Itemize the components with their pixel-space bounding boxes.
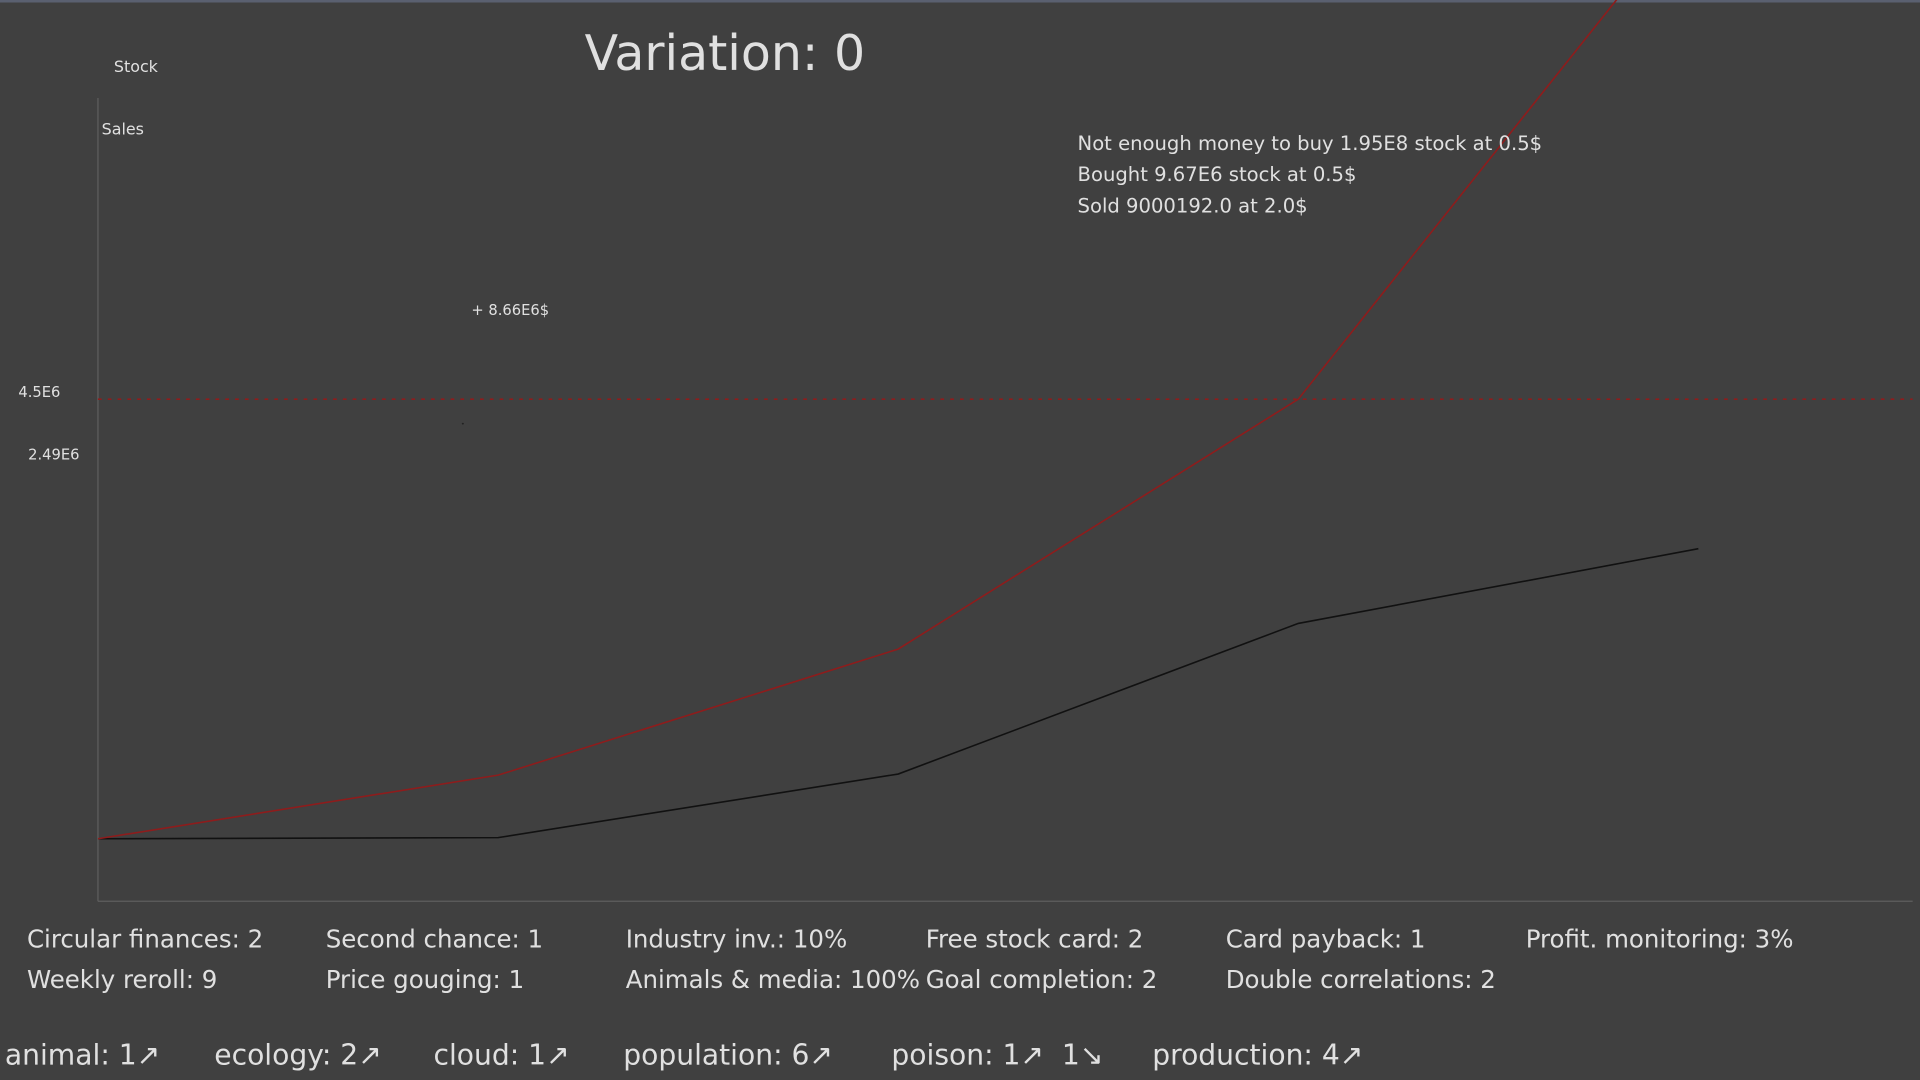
- stock-label: 2.49E6: [28, 447, 79, 464]
- perk: Animals & media: 100%: [626, 965, 920, 994]
- plot-area: [97, 0, 1699, 840]
- tag: population: 6↗: [623, 1039, 833, 1072]
- reference-label: 4.5E6: [18, 384, 60, 401]
- perk: Price gouging: 1: [326, 965, 524, 994]
- series-label: Sales: [102, 119, 144, 138]
- perk: Free stock card: 2: [926, 924, 1144, 953]
- log-message: Bought 9.67E6 stock at 0.5$: [1078, 163, 1357, 186]
- log-message: Not enough money to buy 1.95E8 stock at …: [1078, 132, 1543, 155]
- perk: Circular finances: 2: [27, 924, 263, 953]
- tag: poison: 1↗ 1↘: [891, 1039, 1103, 1072]
- perk: Profit. monitoring: 3%: [1526, 924, 1794, 953]
- dot: [461, 422, 464, 425]
- log-message: Sold 9000192.0 at 2.0$: [1078, 194, 1308, 217]
- tag: cloud: 1↗: [433, 1039, 569, 1072]
- perk: Double correlations: 2: [1226, 965, 1496, 994]
- perk: Card payback: 1: [1226, 924, 1426, 953]
- perk: Second chance: 1: [326, 924, 543, 953]
- series-line: [97, 547, 1699, 840]
- tag: animal: 1↗: [5, 1039, 160, 1072]
- perk: Industry inv.: 10%: [626, 924, 848, 953]
- tag: ecology: 2↗: [214, 1039, 382, 1072]
- perk: Weekly reroll: 9: [27, 965, 217, 994]
- title: Variation: 0: [585, 25, 865, 82]
- series-label: Stock: [114, 57, 159, 76]
- gain-label: + 8.66E6$: [471, 302, 549, 319]
- tag: production: 4↗: [1152, 1039, 1363, 1072]
- series-line: [97, 0, 1618, 840]
- perk: Goal completion: 2: [926, 965, 1158, 994]
